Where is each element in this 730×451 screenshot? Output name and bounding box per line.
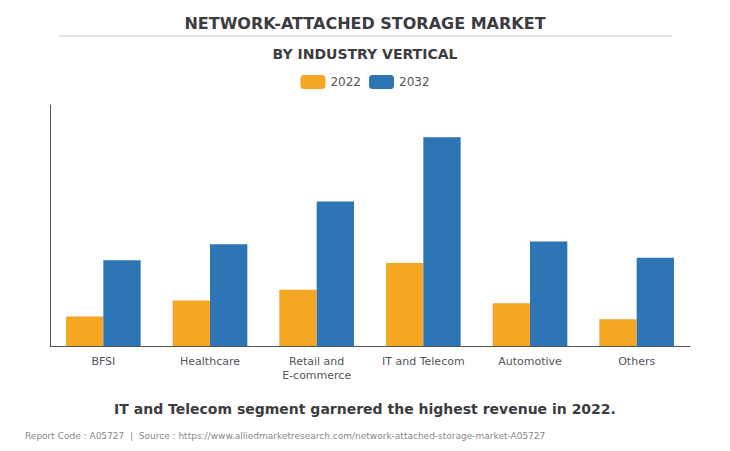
svg-text:E-commerce: E-commerce	[282, 369, 351, 382]
svg-text:IT and Telecom segment garnere: IT and Telecom segment garnered the high…	[114, 401, 616, 417]
svg-text:Healthcare: Healthcare	[180, 355, 240, 368]
svg-text:BFSI: BFSI	[91, 355, 115, 368]
svg-text:Retail and: Retail and	[289, 355, 344, 368]
svg-text:NETWORK-ATTACHED STORAGE MARKE: NETWORK-ATTACHED STORAGE MARKET	[184, 14, 545, 33]
svg-text:Automotive: Automotive	[498, 355, 562, 368]
svg-text:2022: 2022	[330, 75, 361, 89]
svg-text:Others: Others	[618, 355, 655, 368]
svg-text:BY INDUSTRY VERTICAL: BY INDUSTRY VERTICAL	[273, 46, 458, 62]
svg-text:IT and Telecom: IT and Telecom	[382, 355, 465, 368]
svg-text:2032: 2032	[399, 75, 430, 89]
svg-text:Report Code : A05727 | Sourc: Report Code : A05727 | Source : https://…	[25, 431, 545, 441]
